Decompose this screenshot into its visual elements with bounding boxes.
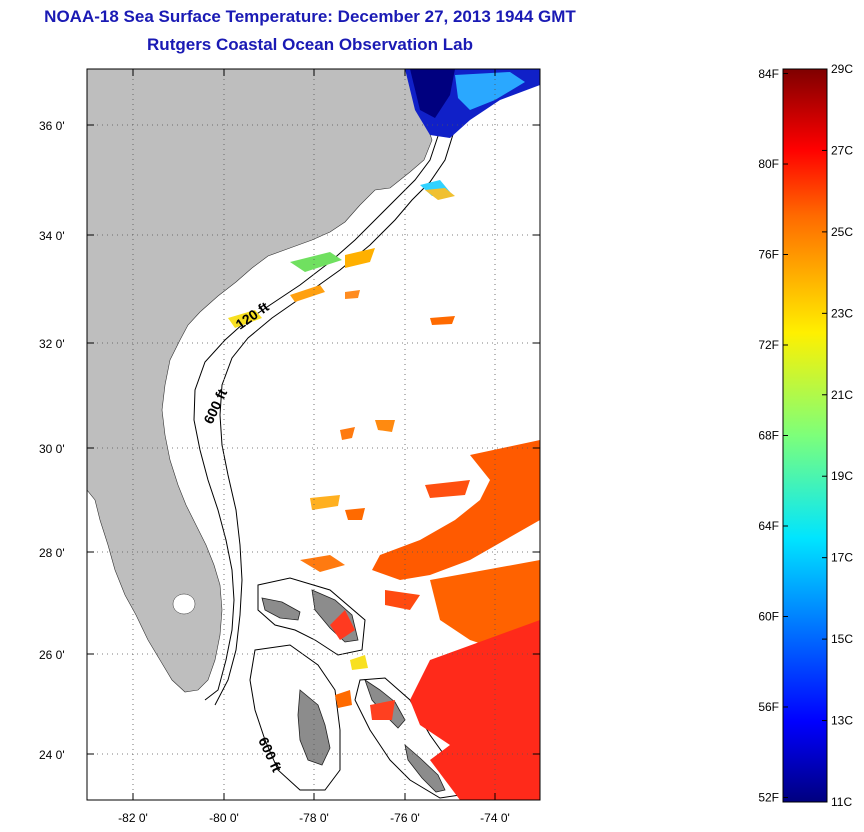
colorbar-c-label: 13C [831,714,853,728]
colorbar-c-label: 17C [831,551,853,565]
lon-label: -76 0' [390,811,420,825]
lake-okeechobee [172,593,196,615]
colorbar-f-label: 64F [758,519,779,533]
bahamas-bank-contour-east [354,677,461,799]
colorbar-f-label: 60F [758,609,779,623]
colorbar-f-label: 80F [758,157,779,171]
colorbar-f-label: 72F [758,338,779,352]
contour-600ft [214,127,456,706]
lat-label: 28 0' [39,546,65,560]
land-grand-bahama [261,597,301,621]
map-subtitle: Rutgers Coastal Ocean Observation Lab [147,35,473,54]
map-title: NOAA-18 Sea Surface Temperature: Decembe… [44,7,576,26]
colorbar-c-label: 25C [831,225,853,239]
lon-label: -82 0' [118,811,148,825]
axis-ticks [87,69,540,800]
colorbar-c-label: 21C [831,388,853,402]
lat-label: 24 0' [39,748,65,762]
lat-label: 36 0' [39,119,65,133]
latitude-labels: 36 0' 34 0' 32 0' 30 0' 28 0' 26 0' 24 0… [39,119,65,762]
graticule [87,69,540,800]
longitude-labels: -82 0' -80 0' -78 0' -76 0' -74 0' [118,811,510,825]
contour-120ft [193,129,441,701]
lon-label: -74 0' [480,811,510,825]
colorbar-c-label: 27C [831,143,853,157]
lat-label: 26 0' [39,648,65,662]
colorbar-celsius-labels: 29C 27C 25C 23C 21C 19C 17C 15C 13C 11C [831,62,853,809]
colorbar-c-label: 19C [831,469,853,483]
land-andros [297,689,331,766]
colorbar [782,68,828,803]
colorbar-ticks [783,68,827,803]
lon-label: -80 0' [209,811,239,825]
colorbar-f-label: 68F [758,429,779,443]
colorbar-f-label: 76F [758,248,779,262]
land-mainland [87,69,433,693]
colorbar-f-label: 52F [758,790,779,804]
colorbar-fahrenheit-labels: 84F 80F 76F 72F 68F 64F 60F 56F 52F [758,67,779,804]
land-exuma [404,743,446,793]
colorbar-f-label: 56F [758,700,779,714]
colorbar-c-label: 15C [831,632,853,646]
lon-label: -78 0' [299,811,329,825]
colorbar-c-label: 23C [831,306,853,320]
lat-label: 32 0' [39,337,65,351]
colorbar-c-label: 11C [831,795,852,809]
lat-label: 30 0' [39,442,65,456]
colorbar-f-label: 84F [758,67,779,81]
sst-overlay [228,69,540,800]
lat-label: 34 0' [39,229,65,243]
bahamas-bank-contour-south [249,644,341,791]
bahamas-bank-contour [257,577,366,656]
colorbar-c-label: 29C [831,62,853,76]
